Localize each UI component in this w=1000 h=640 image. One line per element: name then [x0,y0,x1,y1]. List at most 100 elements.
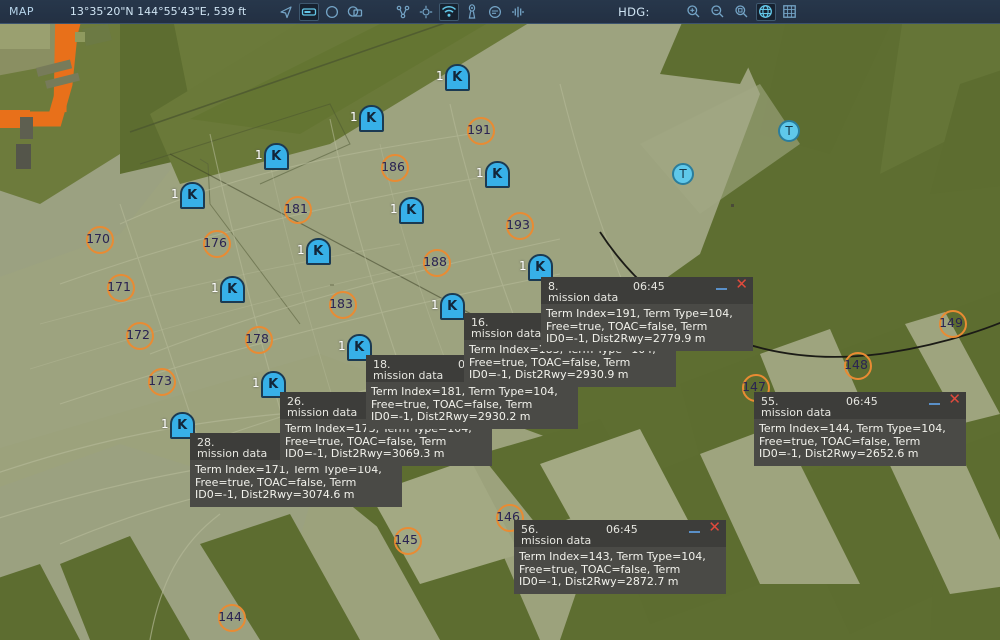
label-badge-icon[interactable] [299,2,320,21]
numbered-marker-label: 186 [381,158,405,174]
window-time: 06:45 [633,280,665,293]
mission-data-window[interactable]: 56. mission data 06:45 ✕ Term Index=143,… [514,520,726,594]
numbered-marker[interactable]: 170 [83,225,114,254]
window-index: 55. [761,395,779,408]
numbered-marker-label: 148 [844,356,868,372]
window-body-text: Term Index=143, Term Type=104, Free=true… [514,547,726,594]
branch-fork-icon[interactable] [393,3,413,21]
aircraft-marker-letter: K [358,105,384,132]
crosshair-target-icon[interactable] [416,3,436,21]
numbered-marker-label: 145 [394,531,418,547]
aircraft-count-badge: 1 [171,187,179,201]
grid-icon[interactable] [780,3,800,21]
numbered-marker[interactable]: 176 [200,229,231,258]
numbered-marker[interactable]: 181 [281,195,312,224]
numbered-marker[interactable]: 171 [104,273,135,302]
navigation-arrow-icon[interactable] [276,3,296,21]
mode-label: MAP [9,5,34,18]
numbered-marker[interactable]: 145 [391,526,422,555]
numbered-marker[interactable]: 144 [215,603,246,632]
mission-data-window[interactable]: 8. mission data 06:45 ✕ Term Index=191, … [541,277,753,351]
map-canvas[interactable]: 191 186 181 193 170 176 188 171 183 172 … [0,24,1000,640]
aircraft-marker-letter: K [219,276,245,303]
minimize-icon[interactable] [929,396,940,405]
aircraft-marker-letter: K [398,197,424,224]
heading-label: HDG: [618,4,650,19]
numbered-marker-label: 144 [218,608,242,624]
window-titlebar[interactable]: 8. mission data 06:45 ✕ [541,277,753,304]
aircraft-count-badge: 1 [338,339,346,353]
window-subtitle: mission data [548,291,619,304]
numbered-marker[interactable]: 172 [123,321,154,350]
close-icon[interactable]: ✕ [708,518,721,536]
window-titlebar[interactable]: 56. mission data 06:45 ✕ [514,520,726,547]
numbered-marker[interactable]: 186 [378,153,409,182]
globe-icon[interactable] [755,2,776,21]
mission-data-window[interactable]: 55. mission data 06:45 ✕ Term Index=144,… [754,392,966,466]
numbered-marker-label: 146 [496,508,520,524]
chat-bubble-icon[interactable] [485,3,505,21]
aircraft-count-badge: 1 [252,376,260,390]
numbered-marker-label: 173 [148,372,172,388]
window-index: 28. [197,436,215,449]
coordinates-readout: 13°35'20"N 144°55'43"E, 539 ft [69,5,247,18]
numbered-marker-label: 172 [126,326,150,342]
window-subtitle: mission data [761,406,832,419]
numbered-marker[interactable]: 178 [242,325,273,354]
window-subtitle: mission data [373,369,444,382]
window-time: 06:45 [606,523,638,536]
window-index: 26. [287,395,305,408]
audio-waveform-icon[interactable] [508,3,528,21]
numbered-marker[interactable]: 193 [503,211,534,240]
window-subtitle: mission data [287,406,358,419]
overlapping-shapes-icon[interactable] [345,3,365,21]
tower-marker-letter: T [679,167,687,181]
zoom-fit-icon[interactable] [732,3,752,21]
numbered-marker[interactable]: 146 [493,503,524,532]
minimize-icon[interactable] [689,524,700,533]
aircraft-count-badge: 1 [431,298,439,312]
top-toolbar: MAP 13°35'20"N 144°55'43"E, 539 ft [0,0,1000,24]
tower-marker[interactable]: T [778,120,800,142]
numbered-marker-label: 188 [423,253,447,269]
aircraft-count-badge: 1 [436,69,444,83]
circle-outline-icon[interactable] [322,3,342,21]
wifi-icon[interactable] [439,2,460,21]
numbered-marker[interactable]: 183 [326,290,357,319]
window-titlebar[interactable]: 55. mission data 06:45 ✕ [754,392,966,419]
numbered-marker[interactable]: 188 [420,248,451,277]
numbered-marker-label: 183 [329,295,353,311]
numbered-marker[interactable]: 191 [464,116,495,145]
window-subtitle: mission data [471,327,542,340]
numbered-marker[interactable]: 173 [145,367,176,396]
numbered-marker-label: 171 [107,278,131,294]
numbered-marker-label: 191 [467,121,491,137]
close-icon[interactable]: ✕ [948,390,961,408]
numbered-marker[interactable]: 148 [841,351,872,380]
tower-marker[interactable]: T [672,163,694,185]
window-index: 18. [373,358,391,371]
toolbar-icon-group-left [276,2,528,21]
numbered-marker[interactable]: 149 [936,309,967,338]
window-body-text: Term Index=191, Term Type=104, Free=true… [541,304,753,351]
close-icon[interactable]: ✕ [735,275,748,293]
zoom-in-icon[interactable] [684,3,704,21]
aircraft-marker-letter: K [444,64,470,91]
minimize-icon[interactable] [716,281,727,290]
antenna-tower-icon[interactable] [462,3,482,21]
zoom-out-icon[interactable] [708,3,728,21]
aircraft-count-badge: 1 [476,166,484,180]
window-body-text: Term Index=181, Term Type=104, Free=true… [366,382,578,429]
numbered-marker-label: 176 [203,234,227,250]
